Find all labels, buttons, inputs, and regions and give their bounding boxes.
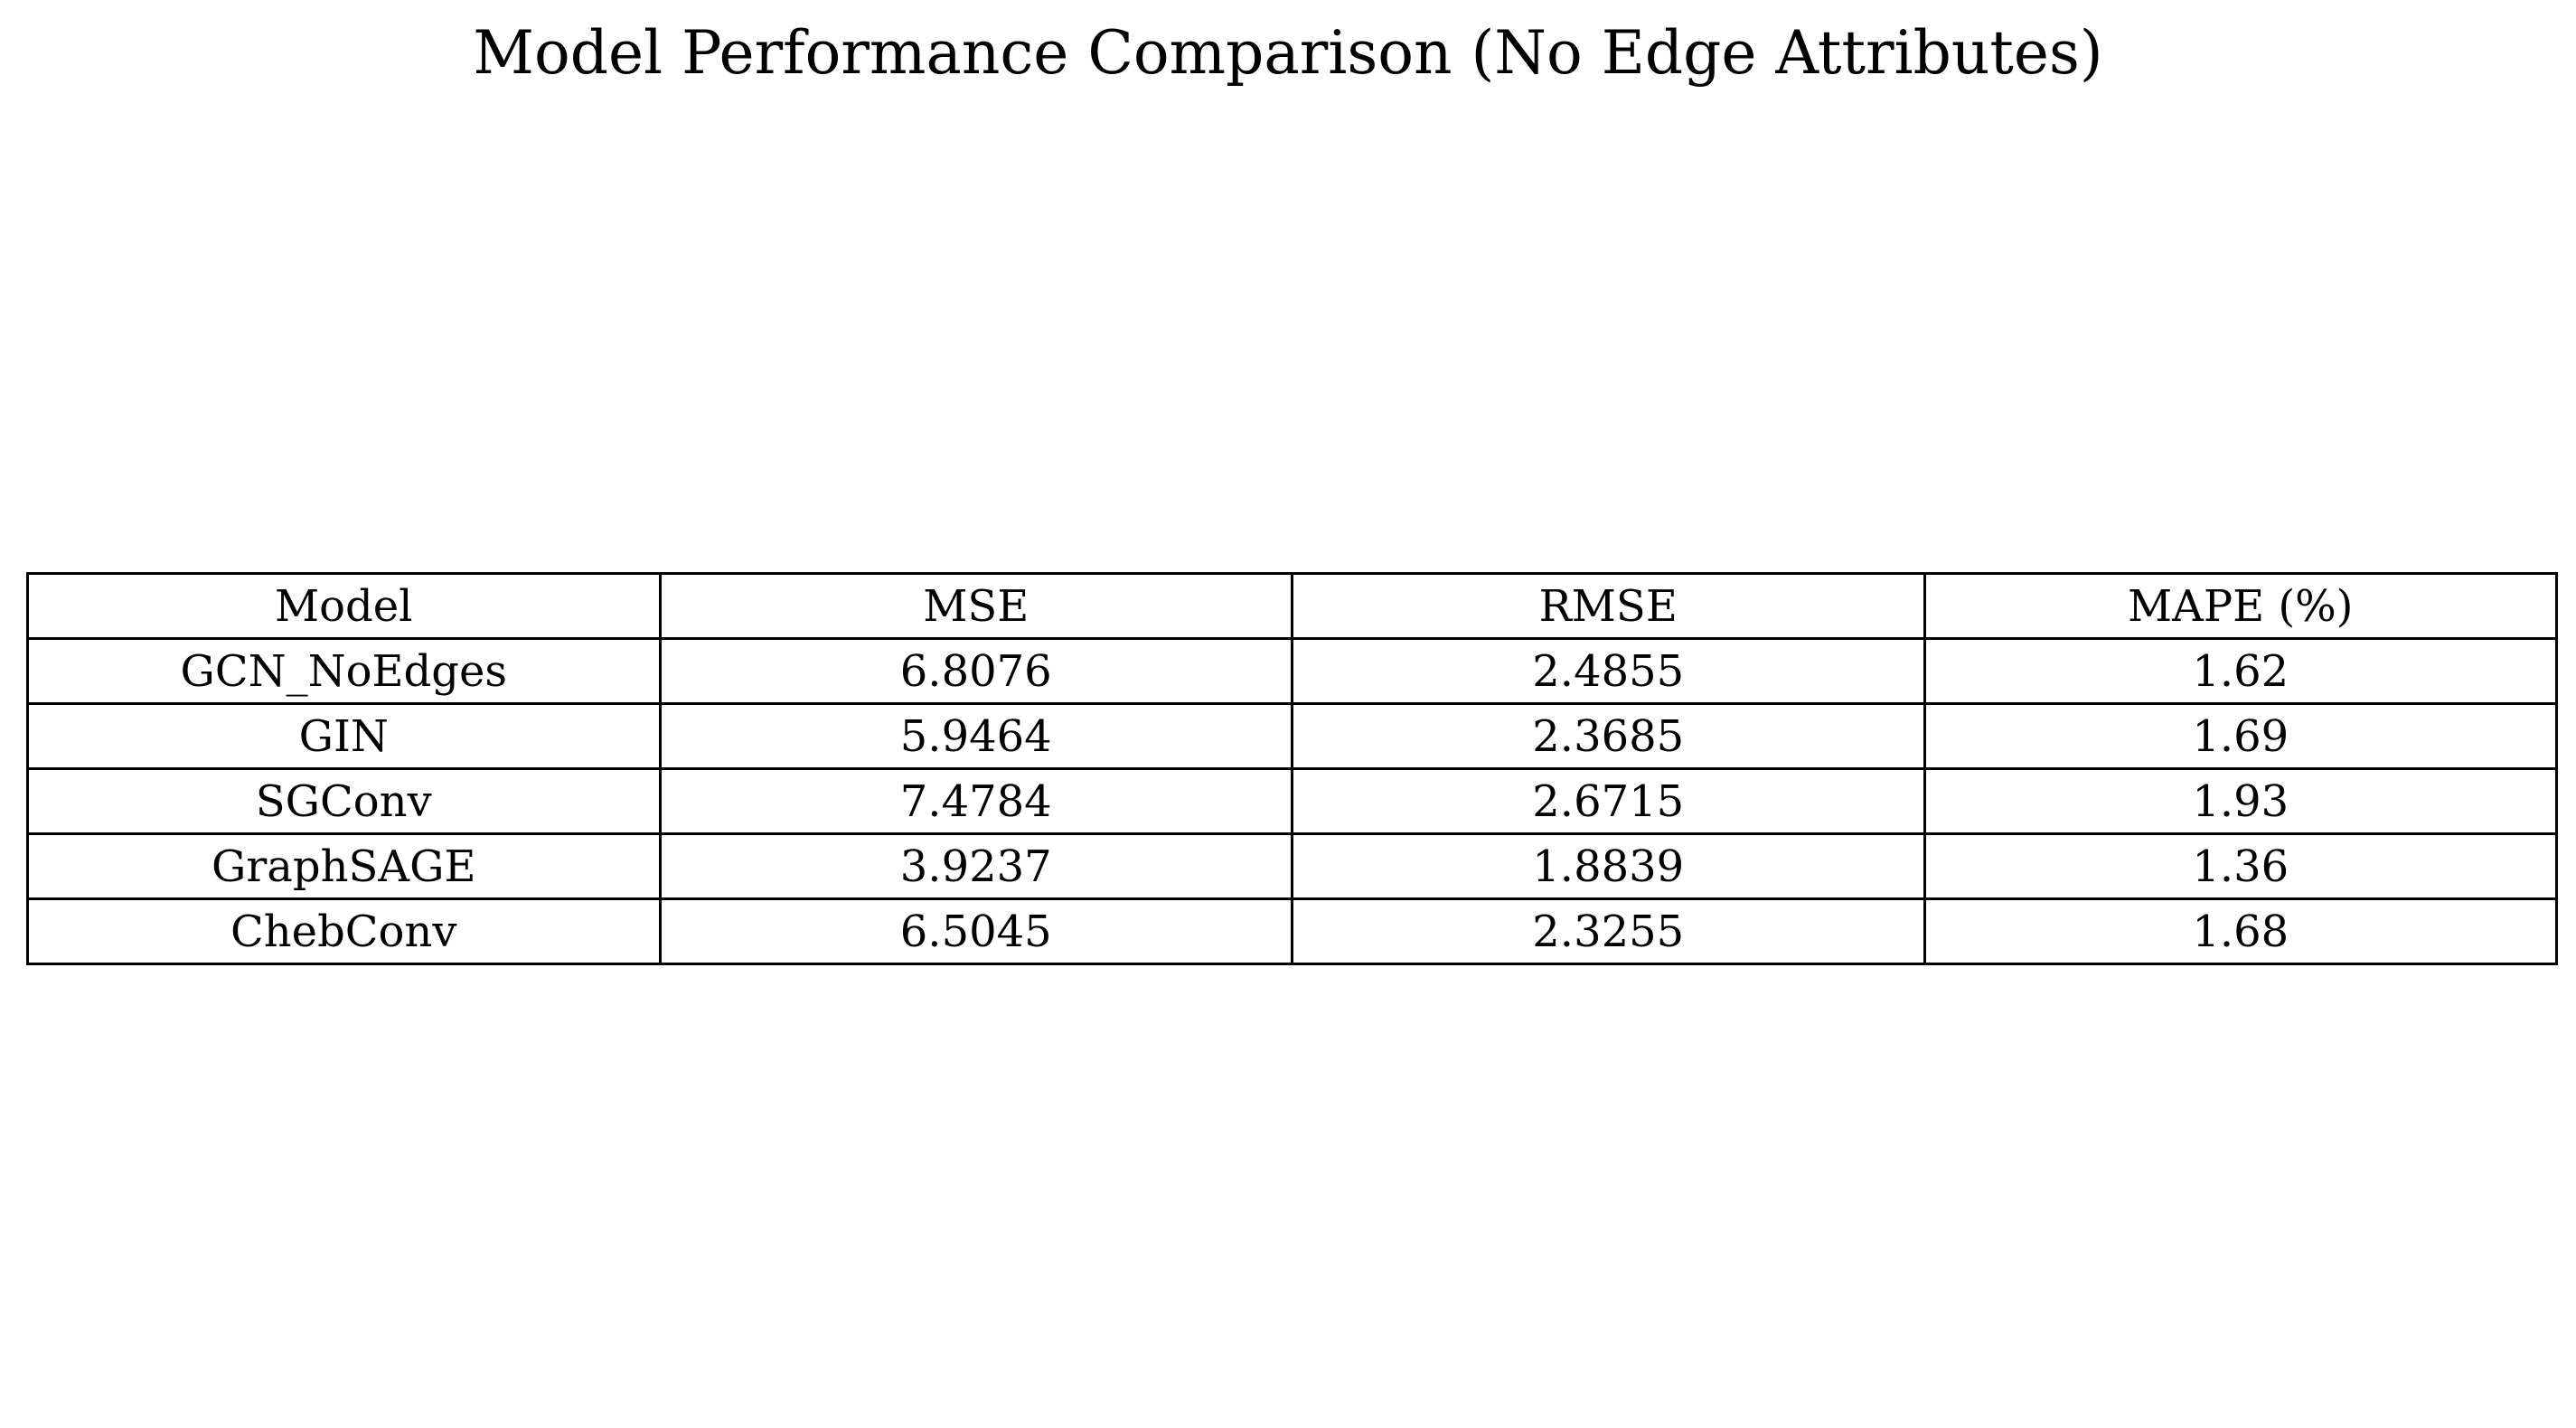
table-row: GraphSAGE 3.9237 1.8839 1.36 — [26, 832, 2558, 900]
table-cell-rmse: 2.4855 — [1291, 637, 1926, 705]
table-row: GIN 5.9464 2.3685 1.69 — [26, 702, 2558, 770]
table-cell-mape: 1.68 — [1923, 897, 2558, 965]
table-cell-mse: 6.8076 — [658, 637, 1293, 705]
header-cell-rmse: RMSE — [1291, 572, 1926, 640]
table-row: SGConv 7.4784 2.6715 1.93 — [26, 767, 2558, 835]
header-cell-mape: MAPE (%) — [1923, 572, 2558, 640]
table-cell-rmse: 2.3255 — [1291, 897, 1926, 965]
table-cell-rmse: 2.3685 — [1291, 702, 1926, 770]
chart-title: Model Performance Comparison (No Edge At… — [473, 18, 2103, 88]
table-cell-rmse: 1.8839 — [1291, 832, 1926, 900]
table-cell-mape: 1.69 — [1923, 702, 2558, 770]
table-cell-model: GCN_NoEdges — [26, 637, 662, 705]
table-cell-model: GraphSAGE — [26, 832, 662, 900]
table-cell-model: SGConv — [26, 767, 662, 835]
table-cell-rmse: 2.6715 — [1291, 767, 1926, 835]
table-header-row: Model MSE RMSE MAPE (%) — [26, 572, 2558, 640]
header-cell-model: Model — [26, 572, 662, 640]
table-cell-model: GIN — [26, 702, 662, 770]
table-cell-mse: 7.4784 — [658, 767, 1293, 835]
table-cell-mape: 1.36 — [1923, 832, 2558, 900]
performance-table: Model MSE RMSE MAPE (%) GCN_NoEdges 6.80… — [26, 572, 2558, 965]
table-cell-model: ChebConv — [26, 897, 662, 965]
header-cell-mse: MSE — [658, 572, 1293, 640]
table-row: GCN_NoEdges 6.8076 2.4855 1.62 — [26, 637, 2558, 705]
table-cell-mse: 3.9237 — [658, 832, 1293, 900]
table-cell-mse: 6.5045 — [658, 897, 1293, 965]
table-cell-mape: 1.93 — [1923, 767, 2558, 835]
table-cell-mape: 1.62 — [1923, 637, 2558, 705]
table-cell-mse: 5.9464 — [658, 702, 1293, 770]
table-row: ChebConv 6.5045 2.3255 1.68 — [26, 897, 2558, 965]
